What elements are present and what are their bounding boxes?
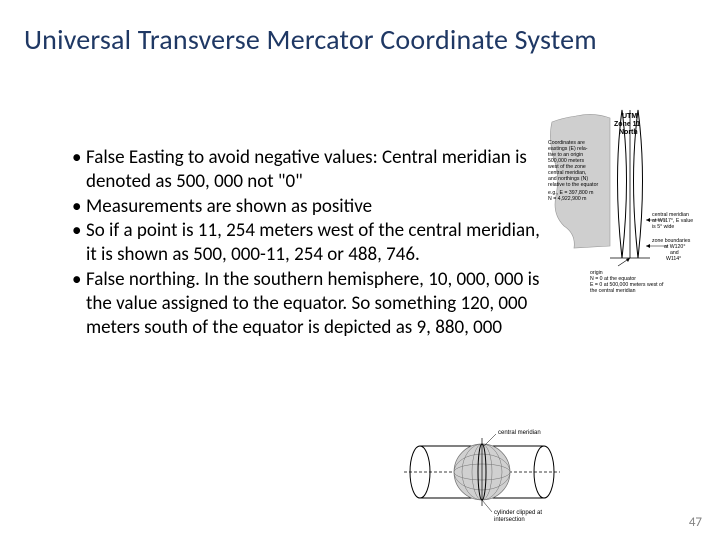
transverse-cylinder-svg: central meridian cylinder clipped at int… — [398, 420, 566, 524]
svg-text:North: North — [619, 129, 638, 136]
svg-text:W114°: W114° — [666, 256, 681, 262]
svg-text:N = 4,922,900 m: N = 4,922,900 m — [548, 196, 587, 202]
bullet-item: • False northing. In the southern hemisp… — [72, 268, 540, 341]
bullet-dot: • — [72, 195, 86, 219]
slide: Universal Transverse Mercator Coordinate… — [0, 0, 720, 540]
svg-text:Zone 11: Zone 11 — [614, 121, 640, 128]
bullet-dot: • — [72, 219, 86, 268]
bullet-text: False Easting to avoid negative values: … — [86, 146, 540, 195]
svg-text:UTM: UTM — [622, 113, 637, 120]
svg-text:central meridian: central meridian — [498, 430, 541, 436]
svg-text:the central meridian: the central meridian — [590, 288, 636, 294]
bullet-text: Measurements are shown as positive — [86, 195, 540, 219]
svg-text:intersection: intersection — [494, 517, 525, 523]
slide-body: • False Easting to avoid negative values… — [72, 146, 540, 341]
slide-title: Universal Transverse Mercator Coordinate… — [24, 22, 597, 57]
bullet-item: • False Easting to avoid negative values… — [72, 146, 540, 195]
utm-zone-svg: UTM Zone 11 North Coordinates are eastin… — [546, 108, 710, 340]
svg-text:cylinder clipped at: cylinder clipped at — [494, 510, 542, 516]
page-number: 47 — [689, 515, 702, 530]
utm-zone-diagram: UTM Zone 11 North Coordinates are eastin… — [546, 108, 710, 340]
bullet-dot: • — [72, 268, 86, 341]
transverse-cylinder-diagram: central meridian cylinder clipped at int… — [398, 420, 566, 524]
bullet-item: • Measurements are shown as positive — [72, 195, 540, 219]
svg-text:relative to the equator: relative to the equator — [548, 182, 598, 188]
bullet-text: So if a point is 11, 254 meters west of … — [86, 219, 540, 268]
bullet-item: • So if a point is 11, 254 meters west o… — [72, 219, 540, 268]
bullet-dot: • — [72, 146, 86, 195]
bullet-text: False northing. In the southern hemisphe… — [86, 268, 540, 341]
svg-text:is 5° wide: is 5° wide — [652, 224, 674, 230]
